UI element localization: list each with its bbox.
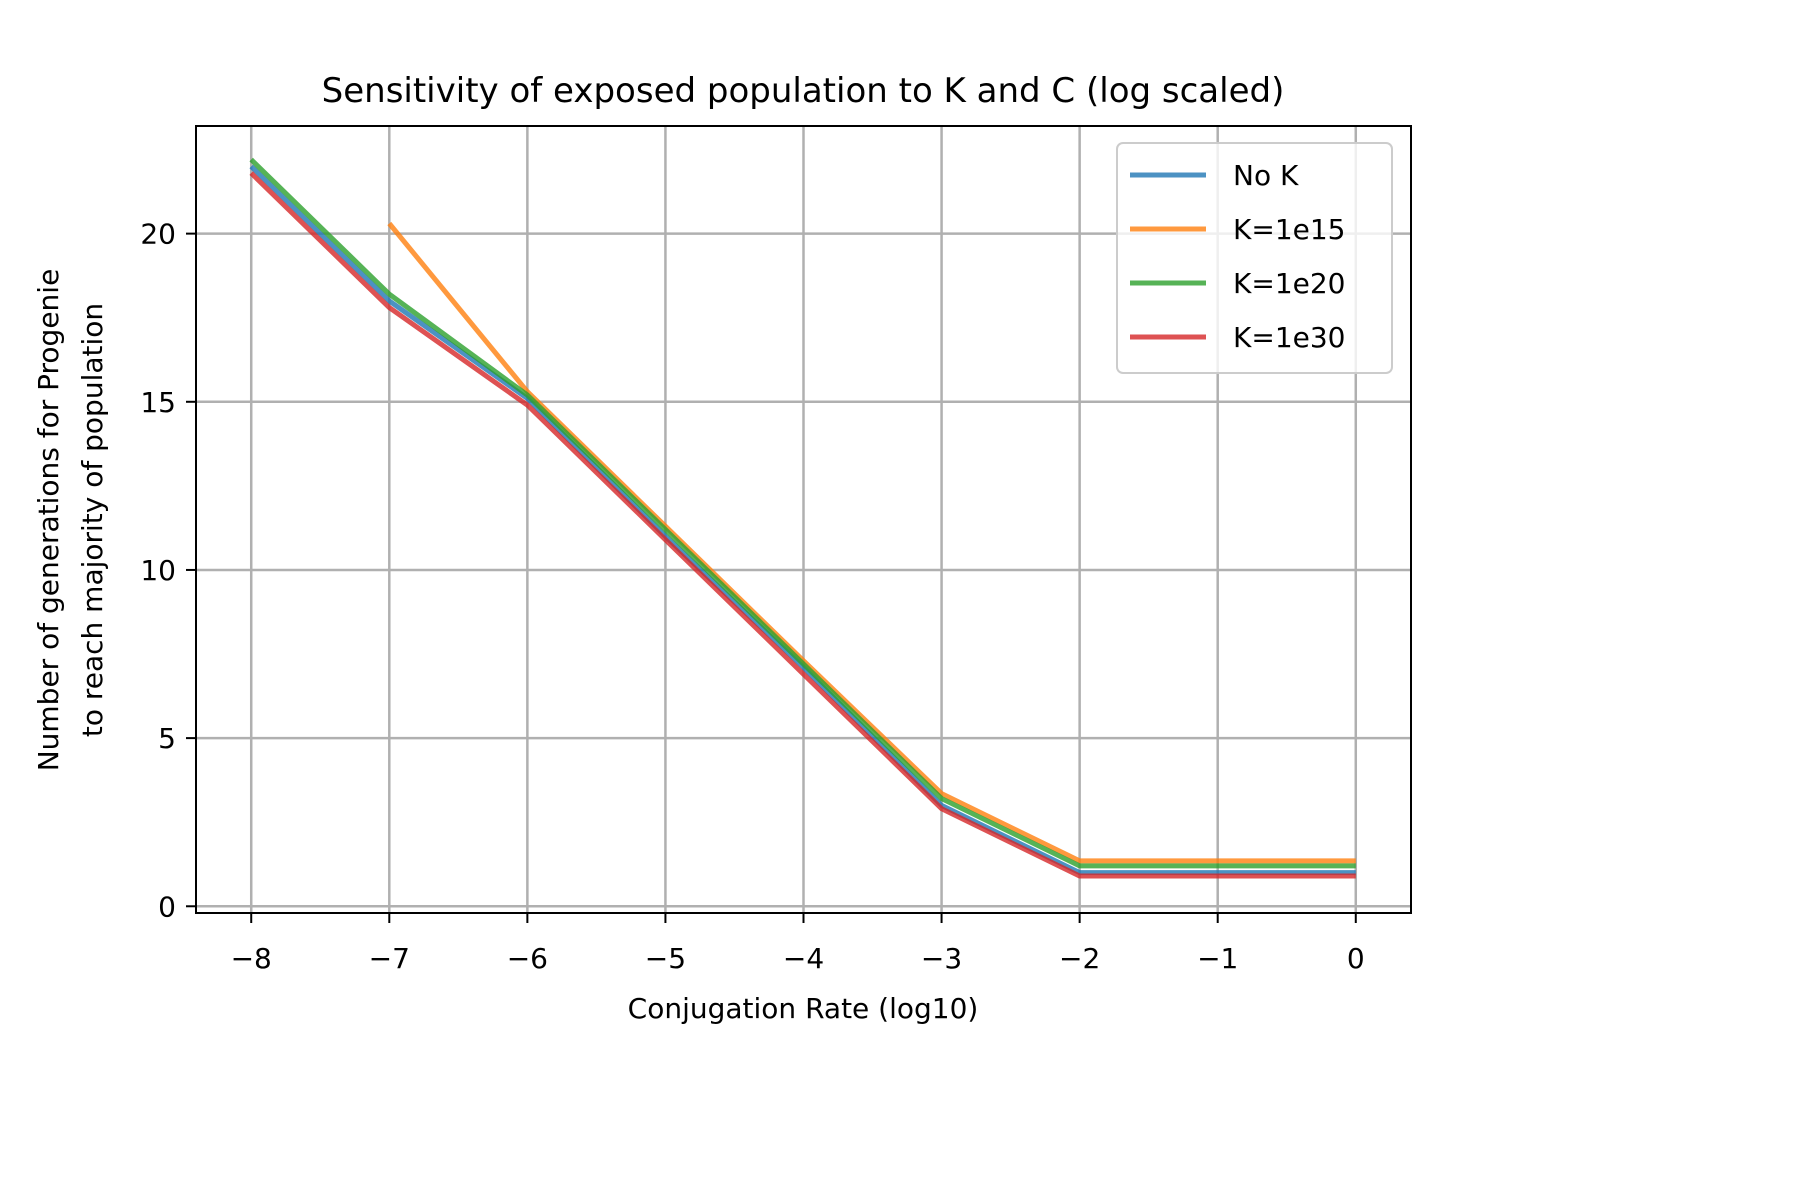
plot-lines	[249, 157, 1356, 879]
x-tick-label: −3	[921, 942, 962, 975]
y-axis: 0 5 10 15 20	[140, 218, 196, 923]
y-tick-label: 5	[158, 722, 176, 755]
y-tick-label: 0	[158, 890, 176, 923]
legend-label: K=1e30	[1233, 321, 1346, 354]
y-axis-label-line-2: to reach majority of population	[76, 303, 109, 737]
legend-label: No K	[1233, 159, 1299, 192]
x-tick-label: −8	[231, 942, 272, 975]
y-axis-label-line-1: Number of generations for Progenie	[32, 269, 65, 772]
y-tick-label: 15	[140, 386, 176, 419]
series-line-k-1e20	[249, 157, 1356, 869]
x-tick-label: −5	[645, 942, 686, 975]
x-tick-label: −2	[1059, 942, 1100, 975]
y-tick-label: 10	[140, 554, 176, 587]
legend: No K K=1e15 K=1e20 K=1e30	[1116, 142, 1393, 374]
x-tick-label: −1	[1197, 942, 1238, 975]
x-tick-label: −4	[783, 942, 824, 975]
chart-title: Sensitivity of exposed population to K a…	[322, 71, 1285, 111]
legend-label: K=1e15	[1233, 213, 1346, 246]
y-axis-label: Number of generations for Progenie to re…	[32, 269, 109, 772]
legend-label: K=1e20	[1233, 267, 1346, 300]
x-tick-label: −7	[369, 942, 410, 975]
x-axis-label: Conjugation Rate (log10)	[628, 992, 979, 1025]
x-axis: −8 −7 −6 −5 −4 −3 −2 −1 0	[231, 913, 1365, 975]
y-tick-label: 20	[140, 218, 176, 251]
legend-box	[1116, 142, 1393, 374]
series-line-k-1e30	[249, 171, 1356, 879]
x-tick-label: 0	[1347, 942, 1365, 975]
x-tick-label: −6	[507, 942, 548, 975]
